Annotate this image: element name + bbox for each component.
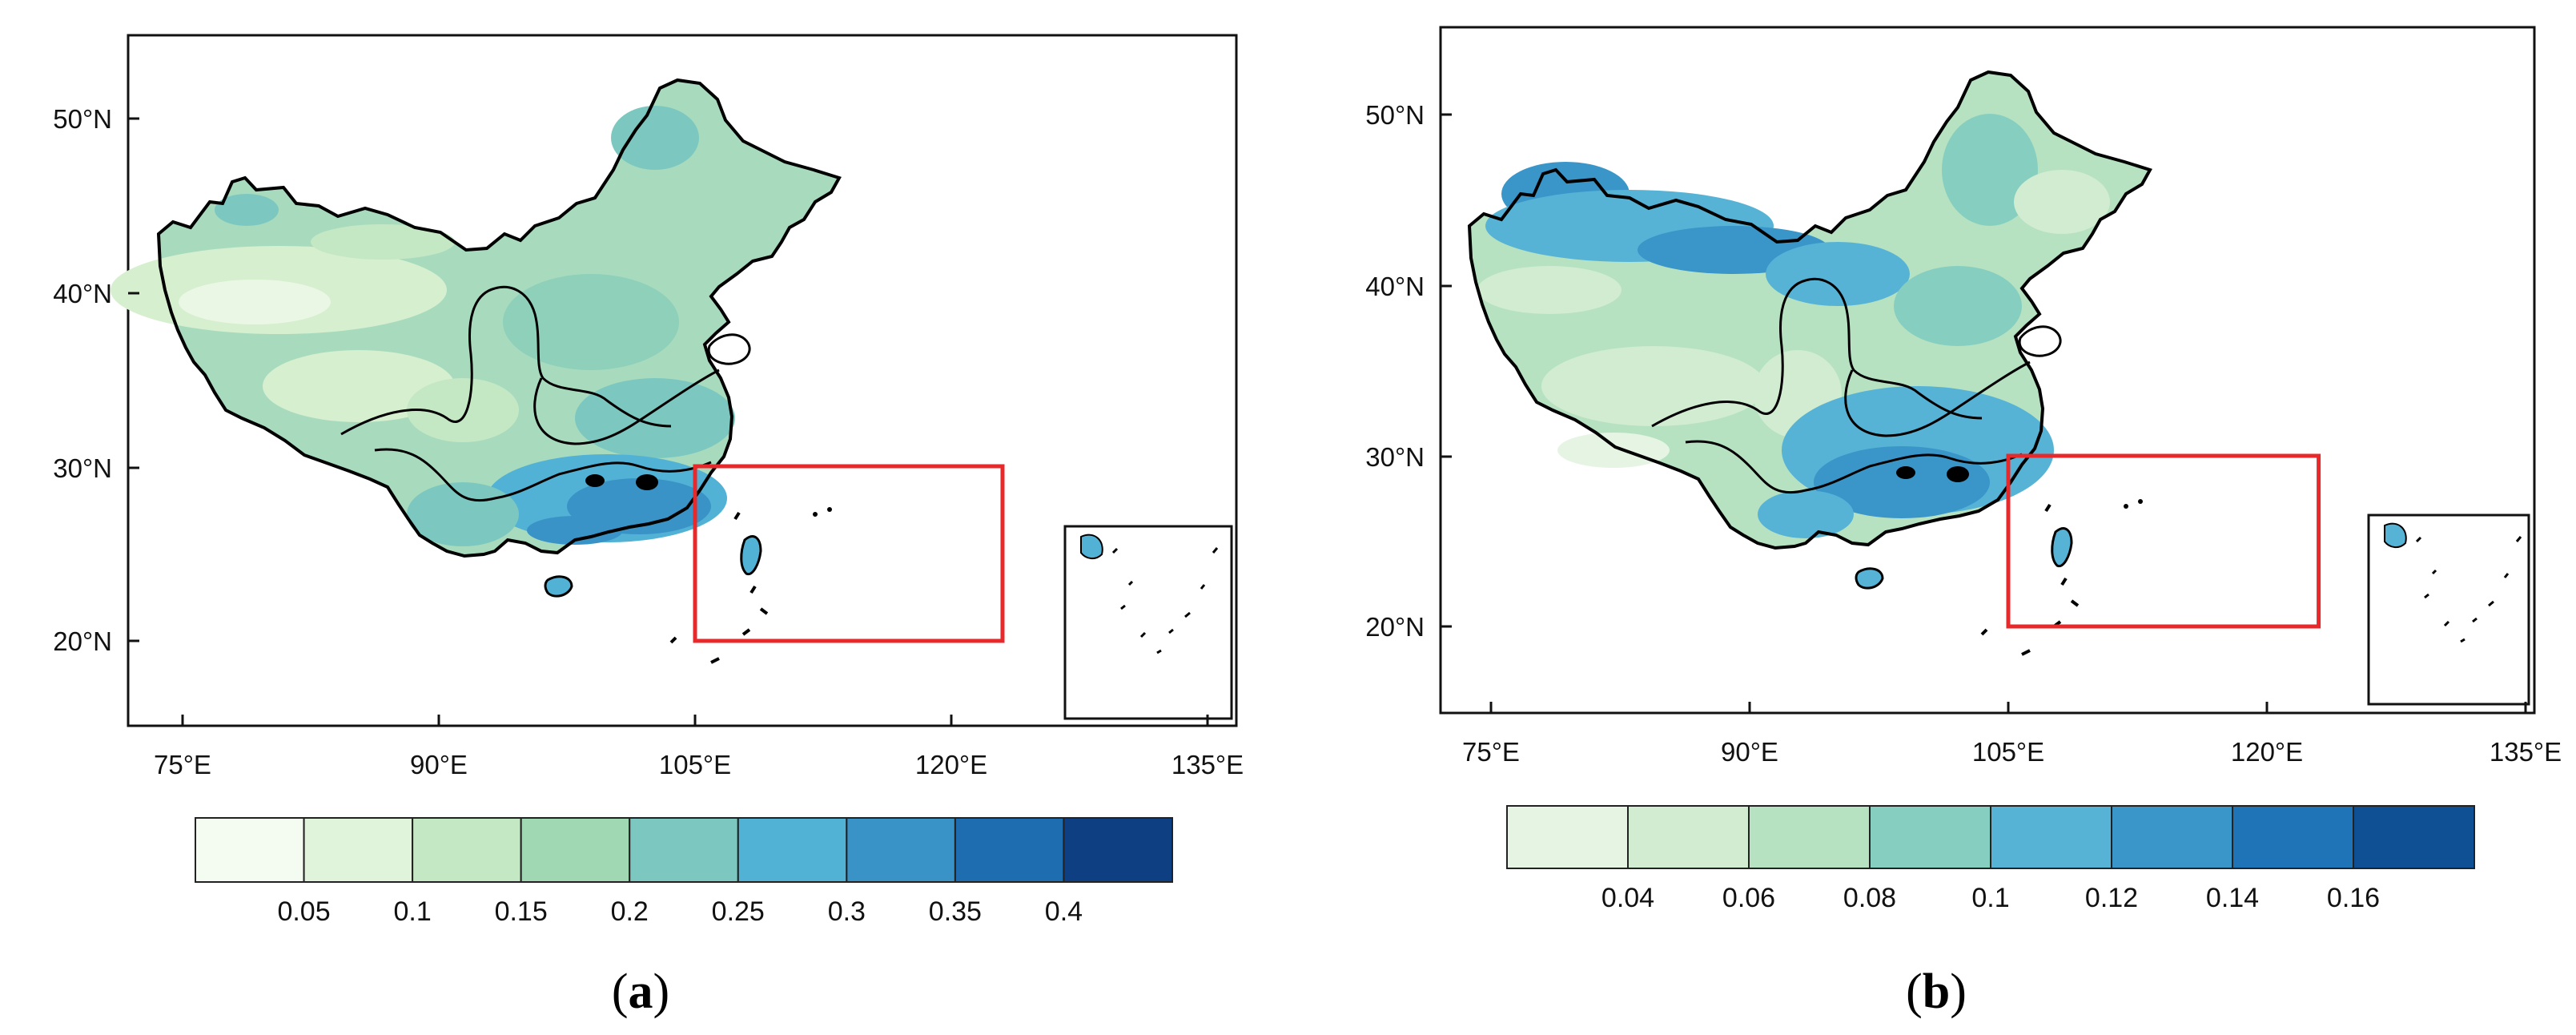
colorbar-label: 0.16 <box>2327 883 2380 913</box>
colorbar-swatch <box>412 817 522 883</box>
colorbar-swatch <box>629 817 739 883</box>
colorbar-b: 0.04 0.06 0.08 0.1 0.12 0.14 0.16 <box>1506 805 2475 913</box>
lat-tick-label: 50°N <box>53 104 112 134</box>
colorbar-swatch <box>954 817 1065 883</box>
colorbar-swatch <box>2232 805 2354 869</box>
lon-tick-label: 135°E <box>2490 737 2562 767</box>
colorbar-swatch <box>1506 805 1629 869</box>
colorbar-label: 0.35 <box>929 896 982 927</box>
caption-a: (a) <box>612 965 669 1019</box>
colorbar-swatch <box>1990 805 2112 869</box>
colorbar-label: 0.2 <box>611 896 649 927</box>
lat-tick-label: 30°N <box>1365 442 1425 472</box>
caption-b: (b) <box>1906 965 1967 1019</box>
longitude-ticks-b: 75°E 90°E 105°E 120°E 135°E <box>1462 702 2562 767</box>
lat-tick-label: 40°N <box>53 279 112 308</box>
study-region-box-b <box>2006 453 2321 629</box>
lon-tick-label: 75°E <box>154 750 211 779</box>
lat-tick-label: 30°N <box>53 453 112 483</box>
lon-tick-label: 120°E <box>2231 737 2303 767</box>
colorbar-swatch <box>195 817 305 883</box>
colorbar-label: 0.04 <box>1601 883 1654 913</box>
colorbar-label: 0.4 <box>1045 896 1083 927</box>
colorbar-swatch <box>303 817 414 883</box>
colorbar-swatch <box>1869 805 1991 869</box>
longitude-ticks-a: 75°E 90°E 105°E 120°E 135°E <box>154 715 1244 779</box>
panel-a: 75°E 90°E 105°E 120°E 135°E 20°N 30°N 40°N 50°N… <box>53 34 1244 1019</box>
lon-tick-label: 90°E <box>410 750 468 779</box>
lon-tick-label: 105°E <box>659 750 731 779</box>
colorbar-swatch <box>1748 805 1871 869</box>
latitude-ticks-a: 20°N 30°N 40°N 50°N <box>53 104 139 656</box>
lon-tick-label: 135°E <box>1171 750 1244 779</box>
colorbar-label: 0.08 <box>1843 883 1896 913</box>
colorbar-swatch <box>2111 805 2233 869</box>
colorbar-swatch <box>520 817 631 883</box>
colorbar-label: 0.25 <box>712 896 765 927</box>
lon-tick-label: 105°E <box>1972 737 2044 767</box>
lon-tick-label: 120°E <box>915 750 987 779</box>
inset-map-a <box>1063 525 1233 720</box>
colorbar-label: 0.05 <box>277 896 330 927</box>
colorbar-label: 0.06 <box>1722 883 1775 913</box>
colorbar-a: 0.05 0.1 0.15 0.2 0.25 0.3 0.35 0.4 <box>195 817 1174 927</box>
china-map-a <box>111 79 841 664</box>
panel-b: 75°E 90°E 105°E 120°E 135°E 20°N 30°N 40°N 50°N… <box>1365 26 2562 1019</box>
colorbar-label: 0.12 <box>2085 883 2138 913</box>
colorbar-swatch <box>846 817 956 883</box>
colorbar-swatch <box>737 817 848 883</box>
study-region-box-a <box>693 464 1005 643</box>
colorbar-label: 0.15 <box>495 896 548 927</box>
colorbar-label: 0.14 <box>2206 883 2259 913</box>
lon-tick-label: 90°E <box>1721 737 1778 767</box>
latitude-ticks-b: 20°N 30°N 40°N 50°N <box>1365 100 1452 642</box>
colorbar-label: 0.3 <box>828 896 866 927</box>
lat-tick-label: 50°N <box>1365 100 1425 130</box>
colorbar-swatch <box>1063 817 1174 883</box>
colorbar-swatch <box>1627 805 1750 869</box>
lat-tick-label: 40°N <box>1365 272 1425 301</box>
colorbar-label: 0.1 <box>1971 883 2009 913</box>
colorbar-label: 0.1 <box>393 896 431 927</box>
lon-tick-label: 75°E <box>1462 737 1520 767</box>
china-map-b <box>1468 70 2152 656</box>
lat-tick-label: 20°N <box>53 626 112 656</box>
lat-tick-label: 20°N <box>1365 612 1425 642</box>
inset-map-b <box>2367 513 2530 706</box>
colorbar-swatch <box>2353 805 2475 869</box>
